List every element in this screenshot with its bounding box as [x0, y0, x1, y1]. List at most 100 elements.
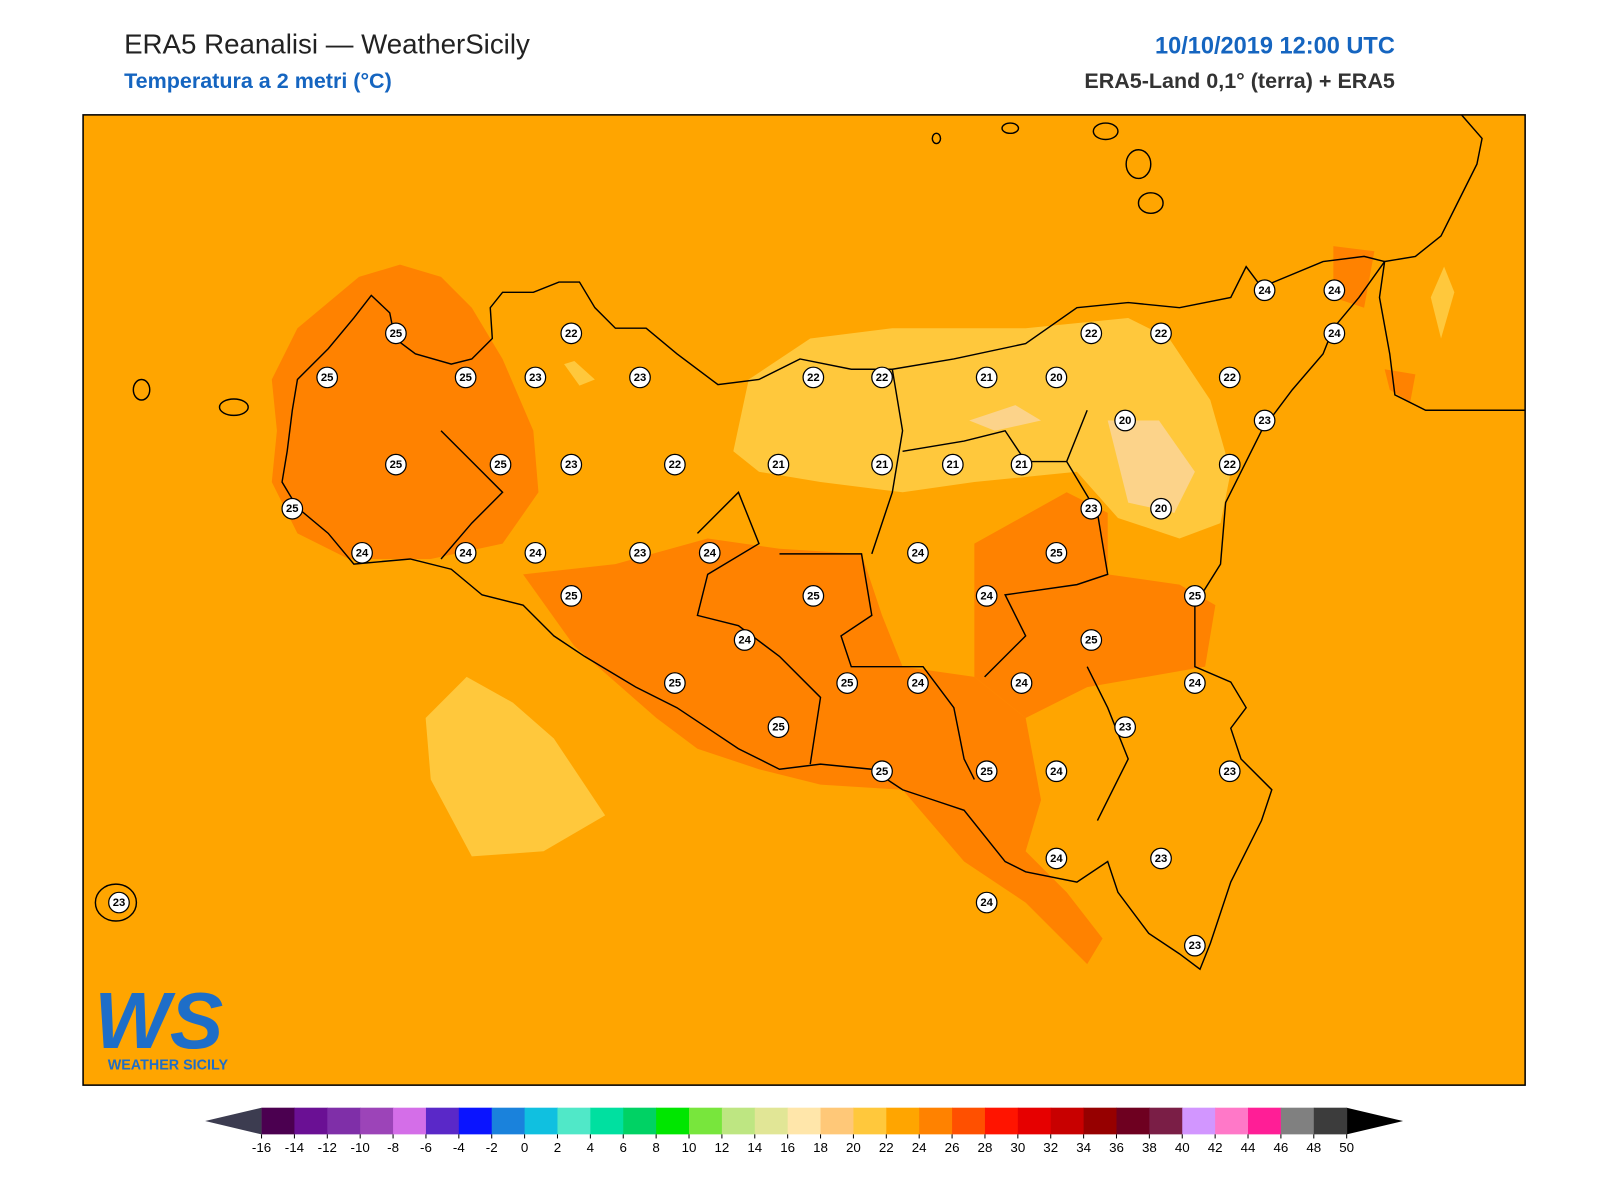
station-value: 25	[1189, 590, 1202, 602]
station-dot	[975, 585, 998, 607]
station-dot	[941, 453, 964, 476]
colorbar-bin	[261, 1107, 295, 1135]
station-value: 21	[1015, 459, 1028, 471]
colorbar-bin	[327, 1107, 361, 1135]
station-dot	[281, 497, 304, 520]
station-dot	[1150, 497, 1172, 520]
station-dot	[489, 453, 512, 476]
station-value: 22	[876, 372, 889, 384]
station-dot	[1218, 453, 1241, 476]
station: 22	[871, 366, 893, 389]
station-dot	[1114, 409, 1136, 432]
station: 23	[1183, 934, 1206, 957]
station: 24	[698, 541, 721, 564]
colorbar-bin	[524, 1107, 558, 1135]
station-value: 24	[459, 547, 472, 559]
station-dot	[1080, 497, 1103, 520]
source: ERA5-Land 0,1° (terra) + ERA5	[1084, 69, 1395, 93]
station: 25	[385, 322, 407, 345]
station-value: 24	[912, 678, 925, 690]
station-dot	[975, 891, 998, 914]
station-dot	[663, 672, 686, 694]
colorbar-bin	[1083, 1107, 1118, 1135]
station: 25	[385, 453, 407, 476]
station: 25	[836, 672, 859, 694]
station-dot	[1045, 847, 1068, 870]
station: 24	[1183, 672, 1206, 694]
colorbar-bin	[425, 1107, 460, 1135]
colorbar-bin	[853, 1107, 887, 1135]
station-dot	[1150, 322, 1172, 345]
station: 25	[1045, 541, 1068, 564]
station-value: 25	[772, 722, 785, 734]
colorbar-bin	[656, 1107, 690, 1135]
colorbar-tick-label: -6	[420, 1140, 432, 1155]
station-value: 25	[876, 766, 889, 778]
colorbar-tick-label: -8	[387, 1140, 399, 1155]
station-dot	[385, 322, 407, 345]
station-value: 24	[1258, 285, 1271, 297]
colorbar-tick-label: -4	[453, 1140, 465, 1155]
station: 23	[1114, 716, 1136, 739]
station: 24	[454, 541, 477, 564]
colorbar-tick-label: 28	[978, 1140, 993, 1155]
colorbar-tick-label: -14	[285, 1140, 305, 1155]
colorbar-tick-label: -2	[486, 1140, 498, 1155]
station-value: 25	[390, 459, 403, 471]
station: 22	[1218, 366, 1241, 389]
colorbar-tick-label: 14	[747, 1140, 762, 1155]
station-value: 23	[634, 547, 647, 559]
station: 20	[1114, 409, 1136, 432]
colorbar-over	[1346, 1107, 1404, 1135]
station-value: 25	[321, 372, 334, 384]
colorbar-tick-label: 30	[1010, 1140, 1025, 1155]
station: 21	[767, 453, 790, 476]
station-value: 21	[980, 372, 993, 384]
station: 25	[281, 497, 304, 520]
station: 24	[907, 541, 929, 564]
colorbar-bin	[952, 1107, 986, 1135]
colorbar-bin	[360, 1107, 394, 1135]
colorbar-tick-label: 38	[1142, 1140, 1157, 1155]
station: 22	[1218, 453, 1241, 476]
colorbar-tick-label: 4	[587, 1140, 595, 1155]
colorbar-tick-label: 46	[1273, 1140, 1288, 1155]
colorbar-bin	[294, 1107, 328, 1135]
station-dot	[1080, 629, 1103, 651]
station-value: 21	[947, 459, 960, 471]
station-value: 20	[1119, 415, 1132, 427]
colorbar-bin	[491, 1107, 526, 1135]
colorbar-bin	[1248, 1107, 1282, 1135]
station-dot	[871, 760, 893, 783]
calabria-coast	[1378, 114, 1526, 411]
station-dot	[454, 541, 477, 564]
station: 24	[975, 585, 998, 607]
colorbar-tick-label: 22	[879, 1140, 894, 1155]
station-dot	[1080, 322, 1103, 345]
station-value: 22	[1223, 372, 1236, 384]
station-value: 22	[1155, 328, 1168, 340]
station-value: 25	[1050, 547, 1063, 559]
station-dot	[1114, 716, 1136, 739]
station-dot	[907, 541, 929, 564]
station: 23	[108, 891, 130, 914]
station-value: 24	[356, 547, 369, 559]
station: 21	[871, 453, 893, 476]
station: 23	[629, 541, 651, 564]
station-dot	[871, 453, 893, 476]
colorbar-bin	[886, 1107, 920, 1135]
station-dot	[1183, 585, 1206, 607]
station: 21	[975, 366, 998, 389]
station: 24	[1045, 847, 1068, 870]
station-dot	[1218, 366, 1241, 389]
station-value: 24	[1328, 328, 1341, 340]
colorbar-tick-label: 6	[620, 1140, 627, 1155]
colorbar-tick-label: -12	[318, 1140, 337, 1155]
colorbar-bin	[984, 1107, 1019, 1135]
station-value: 22	[807, 372, 820, 384]
colorbar-bin	[557, 1107, 591, 1135]
colorbar-bin	[590, 1107, 624, 1135]
colorbar-tick-label: 24	[912, 1140, 927, 1155]
